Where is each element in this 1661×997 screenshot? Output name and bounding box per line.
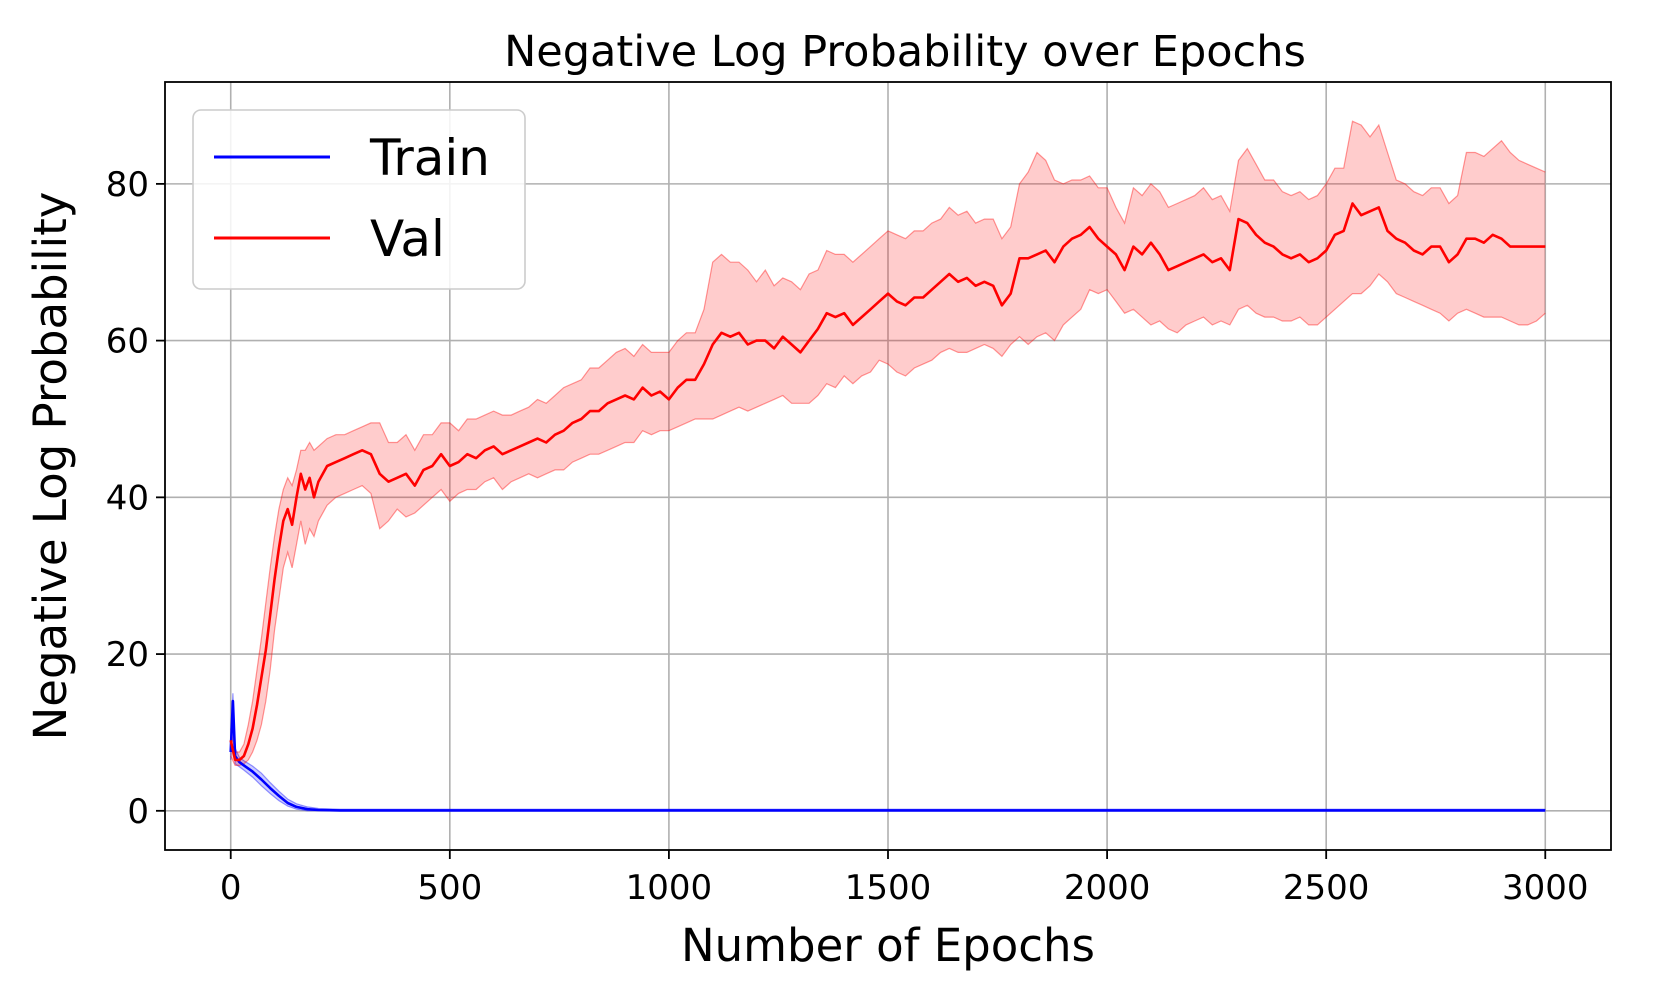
series-lines [229,202,1546,812]
y-tick-label: 80 [106,165,149,205]
x-tick-label: 2000 [1064,868,1151,908]
legend-val-label: Val [370,210,445,268]
val-band-lower-edge [230,273,1546,767]
x-tick-label: 2500 [1283,868,1370,908]
x-tick-label: 500 [417,868,482,908]
chart-title: Negative Log Probability over Epochs [504,27,1306,77]
legend-train-label: Train [369,129,490,187]
val-band [230,121,1546,766]
legend: Train Val [192,109,526,290]
y-tick-label: 60 [106,322,149,362]
y-tick-label: 0 [127,792,149,832]
x-tick-label: 1000 [626,868,713,908]
train-line [229,699,1546,812]
legend-box [192,109,526,290]
x-tick-label: 0 [220,868,242,908]
val-line [229,202,1546,762]
y-axis-label: Negative Log Probability [24,192,77,741]
x-axis-ticks: 0 500 1000 1500 2000 2500 3000 [220,850,1589,908]
y-tick-label: 20 [106,635,149,675]
y-axis-ticks: 0 20 40 60 80 [106,165,165,832]
val-band-upper-edge [230,120,1546,753]
x-tick-label: 3000 [1502,868,1589,908]
x-tick-label: 1500 [845,868,932,908]
y-tick-label: 40 [106,478,149,518]
x-axis-label: Number of Epochs [681,919,1095,972]
